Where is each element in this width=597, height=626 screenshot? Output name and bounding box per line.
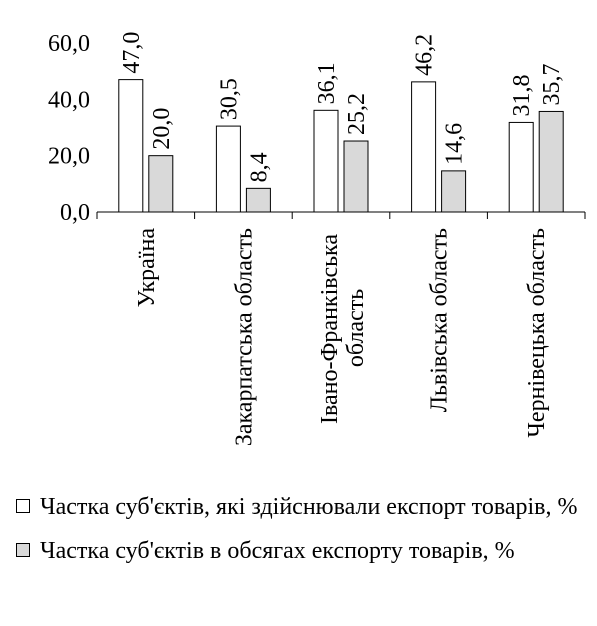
value-label: 47,0: [119, 32, 145, 74]
legend-label: Частка суб'єктів, які здійснювали експор…: [40, 494, 578, 520]
bar: [441, 170, 467, 213]
value-label: 30,5: [216, 78, 242, 120]
legend-swatch: [16, 499, 30, 513]
legend: Частка суб'єктів, які здійснювали експор…: [14, 490, 589, 578]
bar: [343, 140, 369, 213]
y-tick-label: 20,0: [48, 144, 90, 170]
value-label: 31,8: [509, 74, 535, 116]
y-tick-label: 40,0: [48, 87, 90, 113]
legend-label: Частка суб'єктів в обсягах експорту това…: [40, 538, 515, 564]
legend-swatch: [16, 543, 30, 557]
bar: [148, 155, 174, 213]
bar: [538, 110, 564, 213]
x-tick-label: Україна: [134, 228, 160, 308]
bar: [215, 125, 241, 213]
bar: [411, 81, 437, 213]
y-tick-label: 0,0: [60, 200, 90, 226]
value-label: 14,6: [442, 123, 468, 165]
y-tick-label: 60,0: [48, 31, 90, 57]
value-label: 8,4: [246, 152, 272, 182]
bar: [245, 187, 271, 213]
x-tick-label: Івано-Франківська область: [317, 228, 369, 424]
value-label: 36,1: [314, 62, 340, 104]
bar: [508, 121, 534, 213]
x-tick-label: Львівська область: [427, 228, 453, 412]
legend-item: Частка суб'єктів, які здійснювали експор…: [14, 490, 589, 524]
value-label: 35,7: [539, 63, 565, 105]
x-tick-label: Закарпатська область: [231, 228, 257, 446]
bar: [118, 79, 144, 213]
x-tick-label: Чернівецька область: [524, 228, 550, 438]
chart: 0,0 20,0 40,0 60,0 47,0 30,5 36,1 46,2 31,8 20,0 8…: [48, 31, 586, 446]
value-label: 20,0: [149, 108, 175, 150]
value-label: 25,2: [344, 93, 370, 135]
value-label: 46,2: [412, 34, 438, 76]
bar: [313, 109, 339, 213]
legend-item: Частка суб'єктів в обсягах експорту това…: [14, 534, 589, 568]
